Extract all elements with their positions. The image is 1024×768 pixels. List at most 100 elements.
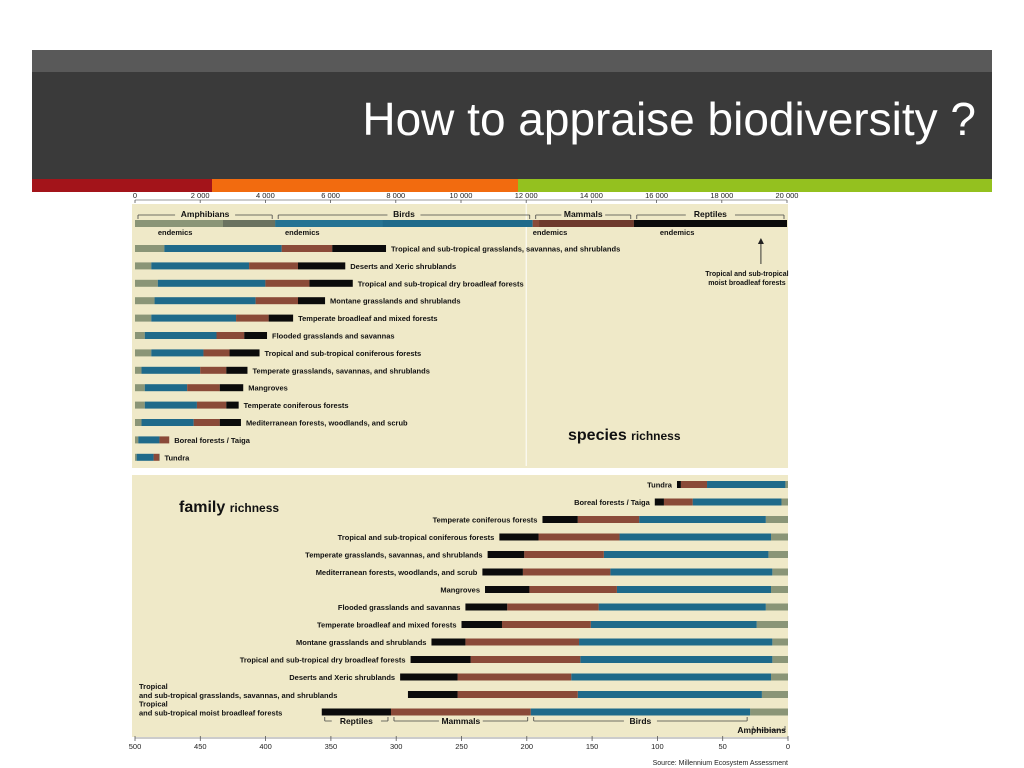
species-bar-mammals [265, 279, 310, 287]
family-bar-reptiles [400, 673, 458, 681]
family-tick-label: 150 [586, 742, 599, 751]
species-category-label: Tropical and sub-tropical coniferous for… [265, 349, 422, 358]
annotation-line: moist broadleaf forests [708, 280, 786, 287]
species-bar-birds [144, 401, 197, 409]
family-bar-mammals [507, 603, 599, 611]
family-category-label: Boreal forests / Taiga [574, 498, 651, 507]
group-footer-label-bg [623, 716, 657, 725]
family-tick-label: 50 [719, 742, 727, 751]
family-bar-birds [603, 551, 769, 558]
legend-bar-segment [633, 220, 787, 227]
family-bar-amphibians [772, 568, 788, 576]
species-category-label: Boreal forests / Taiga [174, 436, 251, 445]
family-bar-reptiles [321, 708, 391, 716]
family-bar-amphibians [771, 533, 788, 541]
family-category-label: Temperate coniferous forests [433, 516, 538, 525]
group-label-bg [561, 209, 606, 218]
species-bar-reptiles [226, 401, 239, 409]
family-category-label: Mediterranean forests, woodlands, and sc… [316, 568, 478, 577]
family-bar-birds [579, 638, 773, 646]
species-bar-amphibians [135, 262, 152, 270]
family-bar-mammals [538, 533, 620, 541]
species-bar-reptiles [226, 366, 248, 374]
species-bar-mammals [200, 366, 227, 374]
legend-endemic-amphibians [223, 220, 276, 227]
species-bar-amphibians [135, 384, 145, 392]
endemics-label: endemics [533, 228, 568, 237]
species-category-label: Temperate coniferous forests [244, 401, 349, 410]
species-category-label: Deserts and Xeric shrublands [350, 262, 456, 271]
source-note: Source: Millennium Ecosystem Assessment [653, 760, 788, 767]
legend-endemic-mammals [539, 220, 634, 227]
family-bar-amphibians [771, 673, 788, 681]
family-tick-label: 500 [129, 742, 142, 751]
richness-charts: 0 2 000 4 000 6 000 8 000 10 000 12 000 14 000 1… [129, 191, 799, 767]
family-bar-reptiles [465, 603, 508, 611]
species-bar-reptiles [268, 314, 294, 322]
species-bar-mammals [281, 245, 333, 252]
species-category-label: Montane grasslands and shrublands [330, 297, 460, 306]
species-bar-amphibians [135, 332, 145, 339]
species-bar-birds [164, 245, 282, 252]
species-bar-amphibians [135, 366, 142, 374]
family-bar-amphibians [772, 656, 788, 663]
family-category-label: Tundra [647, 481, 673, 490]
endemics-label: endemics [660, 228, 695, 237]
species-bar-amphibians [135, 349, 152, 357]
annotation-line: Tropical and sub-tropical [705, 271, 788, 278]
family-bar-mammals [680, 481, 708, 488]
accent-segment [32, 179, 212, 192]
species-bar-reptiles [298, 297, 326, 305]
slide-header: How to appraise biodiversity ? [32, 72, 992, 179]
species-tick-label: 0 [133, 191, 137, 200]
species-category-label: Temperate broadleaf and mixed forests [298, 314, 438, 323]
family-category-label: Temperate broadleaf and mixed forests [317, 621, 457, 630]
family-tick-label: 450 [194, 742, 207, 751]
family-bar-mammals [522, 568, 611, 576]
accent-bar [32, 179, 992, 192]
legend-bar-segment [135, 220, 276, 227]
family-bar-mammals [457, 673, 572, 681]
slide-title: How to appraise biodiversity ? [362, 93, 976, 145]
family-tick-label: 250 [455, 742, 468, 751]
family-bar-mammals [501, 621, 591, 628]
species-bar-reptiles [219, 384, 244, 392]
species-tick-label: 6 000 [321, 191, 340, 200]
species-category-label: Mediterranean forests, woodlands, and sc… [246, 419, 408, 428]
family-bar-amphibians [761, 691, 788, 698]
family-bar-mammals [465, 638, 580, 646]
species-richness-chart: 0 2 000 4 000 6 000 8 000 10 000 12 000 14 000 1… [133, 191, 798, 466]
species-bar-birds [136, 453, 154, 461]
family-bar-mammals [457, 691, 578, 698]
family-category-label: Montane grasslands and shrublands [296, 638, 426, 647]
species-bar-birds [141, 366, 201, 374]
group-footer-label-bg [438, 716, 483, 725]
legend-bar-segment [275, 220, 533, 227]
species-bar-reptiles [244, 332, 268, 339]
species-tick-label: 14 000 [580, 191, 603, 200]
accent-segment [518, 179, 992, 192]
species-bar-amphibians [135, 401, 145, 409]
family-tick-label: 400 [259, 742, 272, 751]
family-bar-amphibians [750, 708, 788, 716]
family-category-label: Temperate grasslands, savannas, and shru… [305, 551, 482, 560]
family-tick-label: 100 [651, 742, 664, 751]
legend-endemic-birds [275, 220, 383, 227]
family-tick-label: 300 [390, 742, 403, 751]
family-bar-reptiles [410, 656, 471, 663]
family-bar-birds [639, 516, 766, 523]
group-label-bg [685, 209, 735, 218]
species-tick-label: 8 000 [386, 191, 405, 200]
family-bar-birds [598, 603, 766, 611]
family-bar-mammals [529, 586, 617, 593]
family-bar-birds [616, 586, 772, 593]
family-bar-birds [580, 656, 773, 663]
family-bar-amphibians [781, 498, 788, 506]
group-header-amphibians: Amphibians [181, 209, 230, 219]
slide-top-strip [32, 50, 992, 72]
species-bar-amphibians [135, 314, 152, 322]
species-category-label: Temperate grasslands, savannas, and shru… [252, 366, 429, 375]
species-bar-birds [154, 297, 256, 305]
family-tick-label: 350 [325, 742, 338, 751]
species-tick-label: 2 000 [191, 191, 210, 200]
